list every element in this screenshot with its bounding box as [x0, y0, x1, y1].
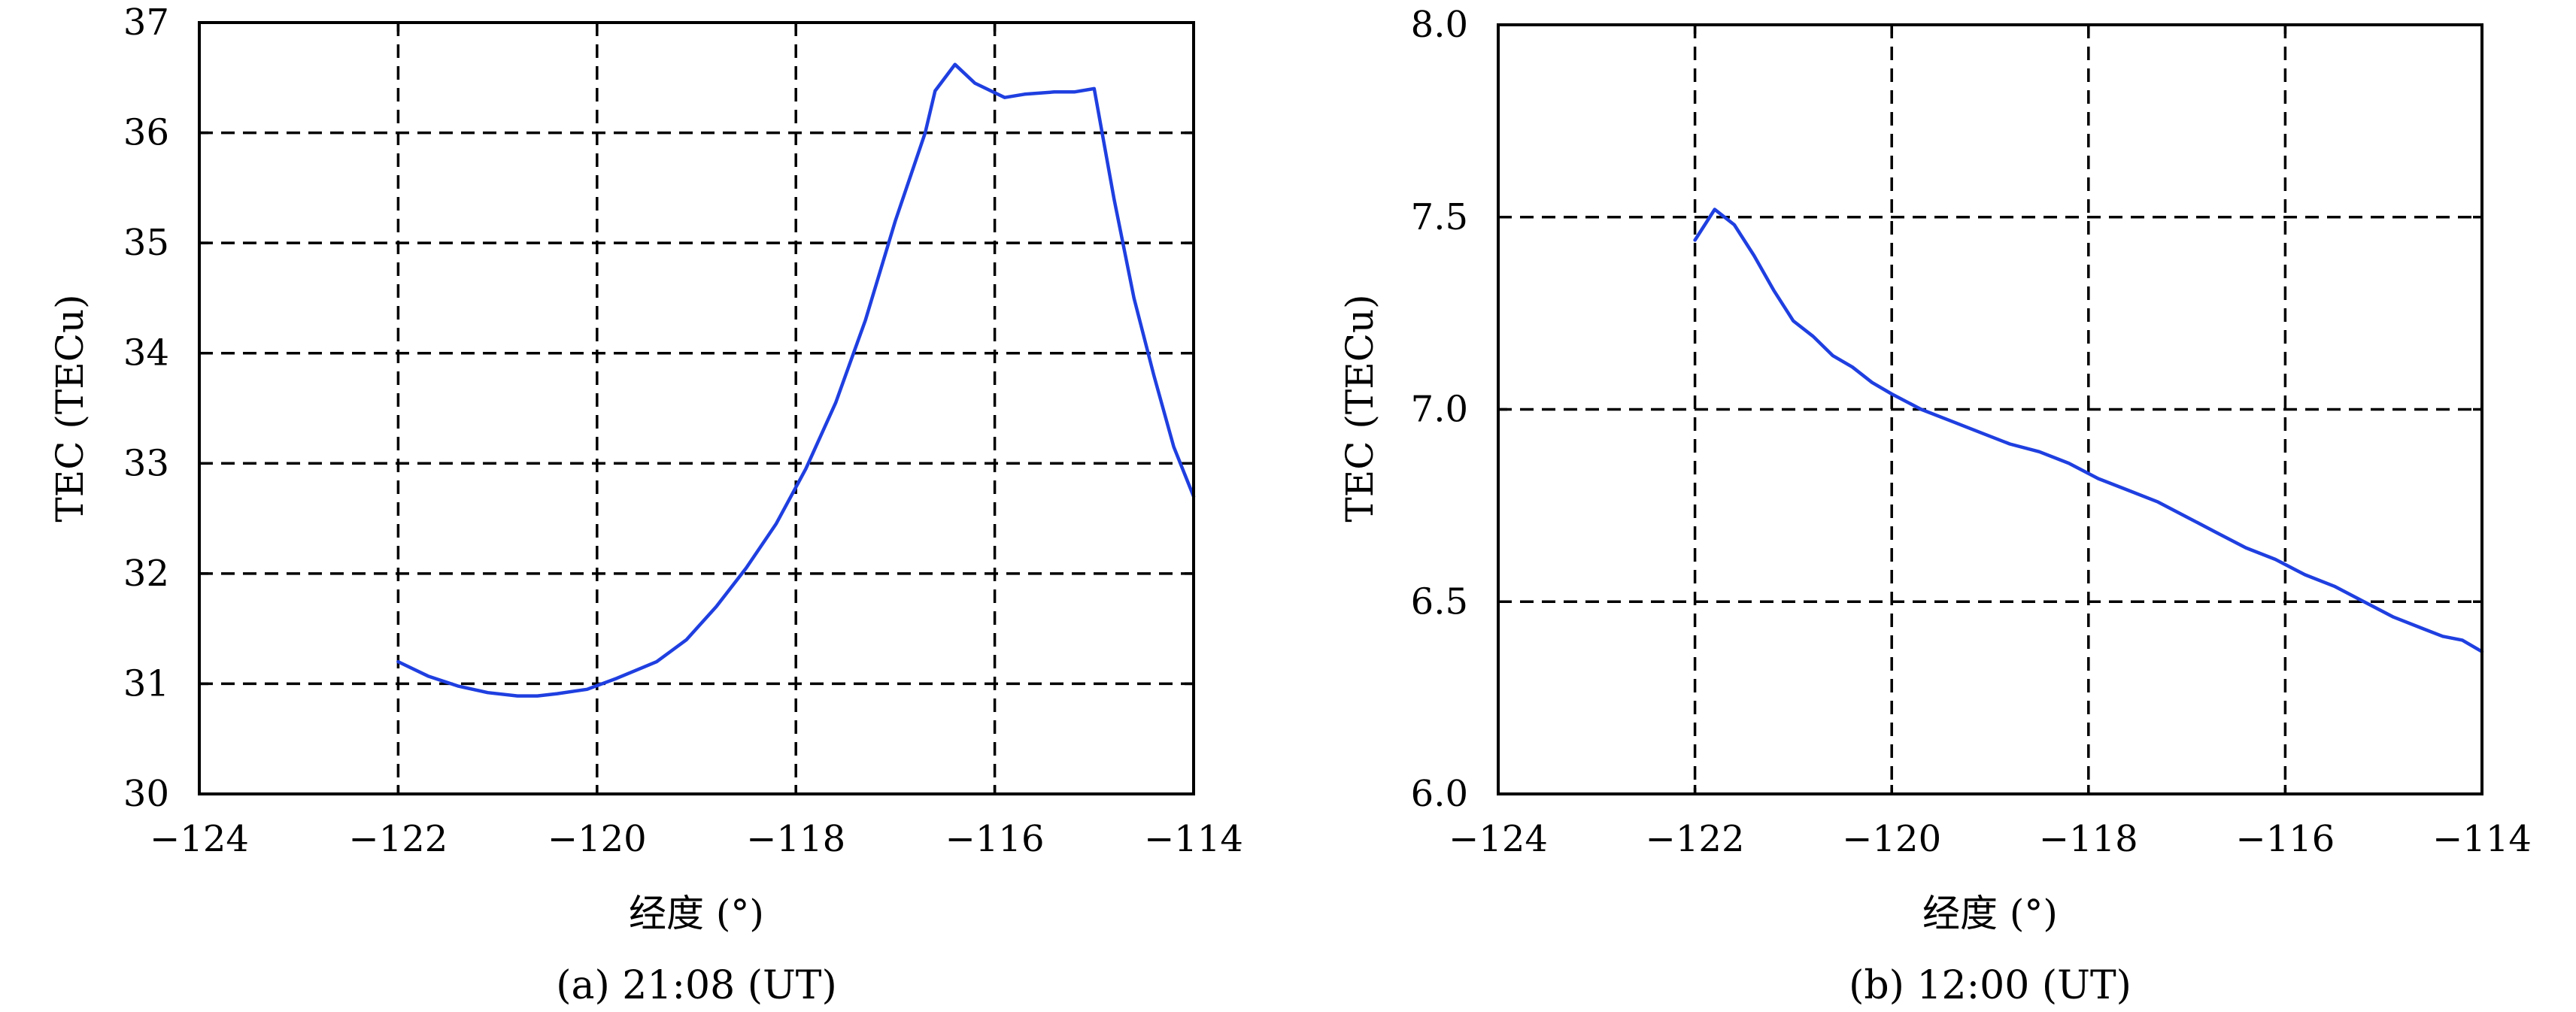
- y-tick-label-a: 35: [123, 222, 169, 264]
- x-tick-label-a: −122: [348, 818, 448, 860]
- y-tick-label-a: 33: [123, 442, 169, 484]
- tec-series-line-a: [396, 62, 1196, 698]
- x-tick-label-b: −122: [1646, 818, 1745, 860]
- x-tick-label-b: −118: [2039, 818, 2138, 860]
- y-tick-label-a: 31: [123, 662, 169, 704]
- plot-frame-a: [198, 21, 1195, 795]
- y-tick-label-b: 7.0: [1411, 389, 1468, 431]
- panel-a: TEC (TECu) 经度 (°) (a) 21:08 (UT) −124 −12…: [48, 2, 1243, 1008]
- x-axis-label-a: 经度 (°): [629, 892, 764, 935]
- x-tick-label-a: −124: [150, 818, 249, 860]
- x-axis-label-b: 经度 (°): [1922, 892, 2058, 935]
- y-tick-label-a: 34: [123, 332, 169, 374]
- x-tick-label-a: −114: [1144, 818, 1243, 860]
- y-axis-label-a: TEC (TECu): [48, 294, 92, 522]
- y-tick-label-a: 36: [123, 112, 169, 154]
- y-tick-label-b: 6.0: [1411, 773, 1468, 815]
- y-axis-label-b: TEC (TECu): [1338, 294, 1382, 522]
- x-tick-label-b: −114: [2432, 818, 2532, 860]
- x-tick-label-b: −116: [2235, 818, 2335, 860]
- tec-series-line-b: [1693, 208, 2484, 653]
- x-tick-label-b: −124: [1449, 818, 1548, 860]
- y-tick-label-a: 30: [123, 773, 169, 815]
- caption-a: (a) 21:08 (UT): [556, 963, 837, 1008]
- y-tick-label-b: 8.0: [1411, 4, 1468, 46]
- y-tick-label-a: 32: [123, 553, 169, 595]
- caption-b: (b) 12:00 (UT): [1849, 963, 2131, 1008]
- x-tick-label-b: −120: [1842, 818, 1941, 860]
- y-tick-label-b: 6.5: [1411, 580, 1468, 623]
- x-tick-label-a: −116: [945, 818, 1045, 860]
- plot-frame-b: [1497, 23, 2483, 795]
- y-tick-label-b: 7.5: [1411, 196, 1468, 238]
- y-tick-label-a: 37: [123, 2, 169, 44]
- x-tick-label-a: −118: [746, 818, 845, 860]
- panel-b: TEC (TECu) 经度 (°) (b) 12:00 (UT) −124 −12…: [1338, 4, 2532, 1008]
- x-tick-label-a: −120: [548, 818, 647, 860]
